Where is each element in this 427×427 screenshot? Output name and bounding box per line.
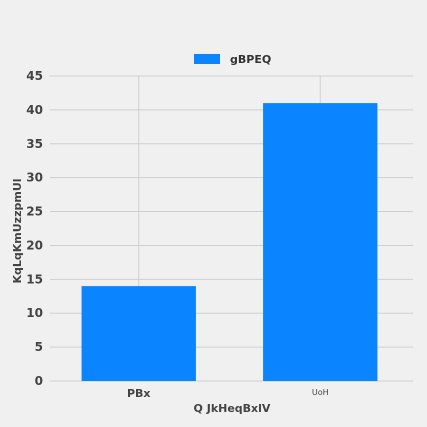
y-tick-label: 10 — [26, 306, 43, 320]
bar-pbx — [81, 286, 196, 381]
y-tick-label: 45 — [26, 69, 43, 83]
x-tick-label: UoH — [312, 388, 329, 397]
y-tick-label: 40 — [26, 103, 43, 117]
legend: gBPEQ — [194, 53, 271, 66]
x-tick-label: PBx — [127, 387, 151, 400]
legend-label: gBPEQ — [230, 53, 271, 66]
y-tick-label: 30 — [26, 171, 43, 185]
y-tick-label: 25 — [26, 205, 43, 219]
legend-swatch — [194, 54, 220, 64]
y-tick-label: 20 — [26, 238, 43, 252]
y-tick-labels: 0 5 10 15 20 25 30 35 40 45 — [26, 69, 43, 388]
bars — [81, 103, 378, 381]
x-axis-label: Q JkHeqBxlV — [194, 402, 271, 415]
y-tick-label: 5 — [35, 340, 43, 354]
y-axis-label: KqLqKmUzzpmUl — [11, 178, 24, 283]
bar-uoh — [263, 103, 378, 381]
y-tick-label: 0 — [35, 374, 43, 388]
y-tick-label: 35 — [26, 137, 43, 151]
x-tick-labels: PBx UoH — [127, 387, 329, 400]
y-tick-label: 15 — [26, 272, 43, 286]
